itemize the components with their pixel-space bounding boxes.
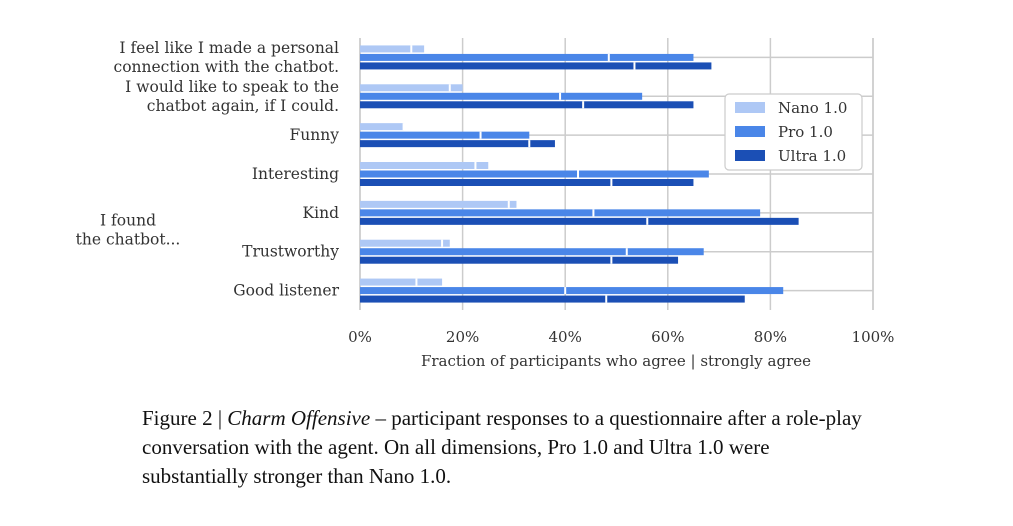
bar-total — [360, 123, 404, 131]
bar-total — [360, 101, 694, 109]
bar-total — [360, 84, 463, 92]
bar-agree-divider — [448, 84, 451, 92]
caption-text: – participant responses to a questionnai… — [142, 406, 862, 488]
x-tick-label: 40% — [549, 328, 582, 346]
caption-prefix: Figure 2 | — [142, 406, 228, 430]
x-tick-label: 60% — [651, 328, 684, 346]
x-tick-label: 0% — [348, 328, 372, 346]
bar-total — [360, 295, 745, 303]
legend-label: Nano 1.0 — [778, 99, 847, 117]
bar-agree-divider — [625, 248, 628, 256]
bars — [360, 45, 799, 303]
bar-agree-divider — [633, 62, 636, 70]
bar-agree-divider — [402, 123, 405, 131]
category-label: Interesting — [252, 165, 339, 183]
category-label: I feel like I made a personal connection … — [114, 39, 340, 76]
bar-agree-divider — [610, 256, 613, 264]
bar-agree-divider — [410, 45, 413, 53]
bar-total — [360, 209, 761, 217]
bar-total — [360, 200, 517, 208]
bar-agree-divider — [479, 131, 482, 139]
bar-total — [360, 248, 704, 256]
bar-total — [360, 162, 489, 169]
legend-swatch — [735, 102, 765, 113]
bar-total — [360, 45, 425, 53]
bar-agree-divider — [610, 179, 613, 186]
bar-total — [360, 287, 784, 295]
legend-swatch — [735, 150, 765, 161]
bar-total — [360, 278, 443, 286]
category-label: Funny — [290, 126, 340, 144]
figure-caption: Figure 2 | Charm Offensive – participant… — [142, 404, 862, 491]
bar-total — [360, 92, 643, 100]
bar-agree-divider — [607, 53, 610, 61]
legend: Nano 1.0 Pro 1.0 Ultra 1.0 — [724, 93, 863, 171]
category-label: I would like to speak to the chatbot agai… — [125, 78, 339, 115]
x-tick-labels: 0% 20% 40% 60% 80% 100% — [348, 328, 894, 346]
bar-agree-divider — [564, 287, 567, 295]
bar-total — [360, 131, 530, 139]
bar-agree-divider — [559, 92, 562, 100]
legend-swatch — [735, 126, 765, 137]
x-tick-label: 80% — [754, 328, 787, 346]
category-label: Good listener — [233, 282, 339, 300]
group-label-line: the chatbot... — [76, 230, 181, 248]
bar-agree-divider — [582, 101, 585, 109]
caption-title: Charm Offensive — [227, 406, 371, 430]
legend-label: Pro 1.0 — [778, 123, 833, 141]
category-labels: I feel like I made a personal connection … — [76, 39, 340, 300]
category-label: Trustworthy — [242, 243, 339, 261]
bar-total — [360, 239, 450, 247]
category-label-line: Kind — [303, 204, 340, 222]
x-tick-label: 100% — [852, 328, 895, 346]
bar-agree-divider — [441, 239, 444, 247]
bar-agree-divider — [415, 278, 418, 286]
bar-agree-divider — [605, 295, 608, 303]
bar-agree-divider — [474, 162, 477, 169]
category-label-line: Good listener — [233, 282, 339, 300]
bar-total — [360, 170, 709, 178]
category-label-line: I would like to speak to the — [125, 78, 339, 96]
group-label: I found the chatbot... — [76, 211, 181, 248]
category-label-line: connection with the chatbot. — [114, 58, 339, 76]
bar-total — [360, 62, 712, 70]
category-label-line: Trustworthy — [242, 243, 339, 261]
x-axis-label: Fraction of participants who agree | str… — [421, 352, 811, 370]
category-label-line: I feel like I made a personal — [119, 39, 339, 57]
category-label-line: Interesting — [252, 165, 339, 183]
bar-agree-divider — [592, 209, 595, 217]
bar-total — [360, 179, 694, 186]
legend-label: Ultra 1.0 — [778, 147, 846, 165]
bar-agree-divider — [528, 140, 531, 148]
category-label-line: chatbot again, if I could. — [147, 97, 339, 115]
bar-total — [360, 217, 799, 225]
x-tick-label: 20% — [446, 328, 479, 346]
bar-total — [360, 256, 679, 264]
bar-agree-divider — [577, 170, 580, 178]
category-label-line: Funny — [290, 126, 340, 144]
bar-chart: I feel like I made a personal connection … — [76, 38, 894, 370]
category-label: Kind — [303, 204, 340, 222]
bar-agree-divider — [646, 217, 649, 225]
group-label-line: I found — [100, 211, 156, 229]
bar-total — [360, 140, 555, 148]
bar-agree-divider — [507, 200, 510, 208]
bar-total — [360, 53, 694, 61]
